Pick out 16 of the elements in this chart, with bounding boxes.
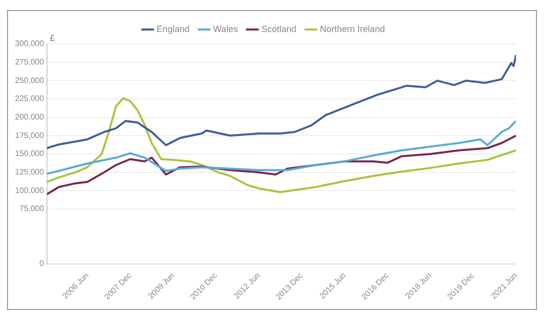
y-tick-label: 75,000	[19, 204, 44, 214]
y-tick-label: 200,000	[14, 112, 44, 122]
y-axis-title: £	[50, 32, 55, 43]
legend-label: Northern Ireland	[320, 24, 385, 34]
y-tick-label: 150,000	[14, 149, 44, 158]
legend-label: Wales	[213, 24, 238, 34]
y-tick-label: 225,000	[14, 94, 44, 104]
y-tick-label: 100,000	[14, 186, 44, 195]
legend-label: Scotland	[261, 24, 296, 34]
y-tick-label: 250,000	[14, 76, 44, 85]
legend-label: England	[156, 24, 190, 34]
y-tick-label: 125,000	[14, 168, 44, 177]
y-tick-label: 275,000	[14, 58, 44, 67]
y-tick-label: 0	[39, 259, 44, 268]
y-tick-label: 175,000	[14, 130, 44, 140]
y-tick-label: 300,000	[14, 39, 44, 48]
